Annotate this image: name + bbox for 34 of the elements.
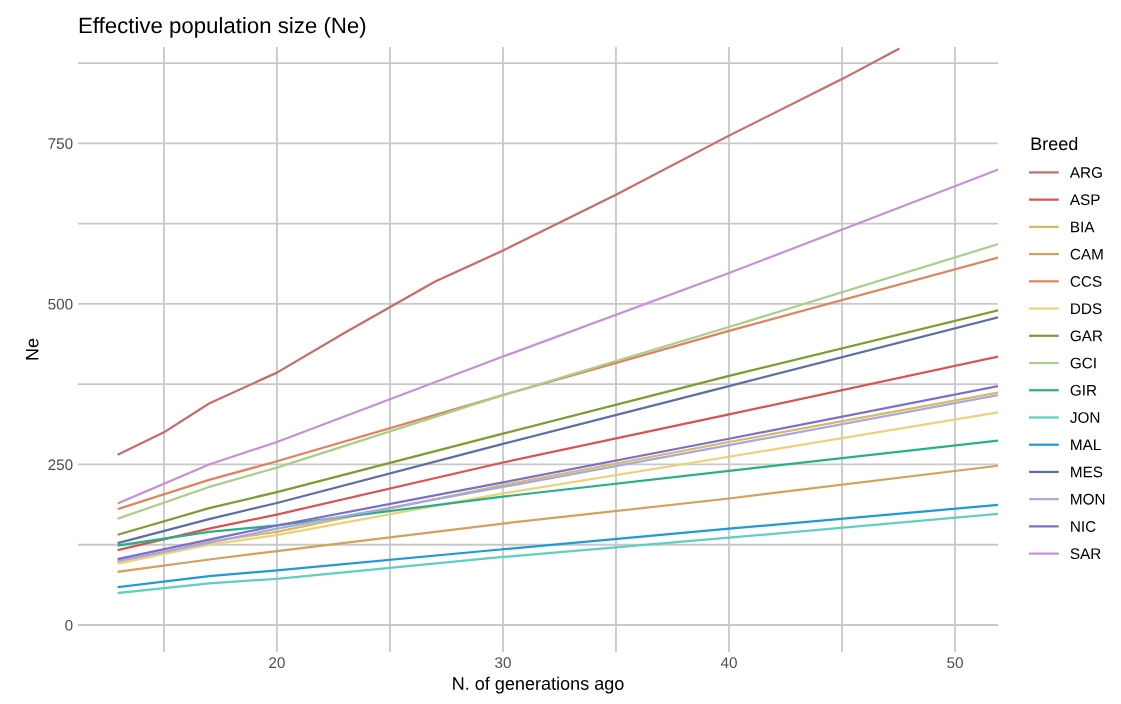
legend-label: JON <box>1070 412 1100 423</box>
x-tick-label: 20 <box>269 657 285 669</box>
legend-label: MES <box>1071 466 1103 478</box>
y-tick-label: 0 <box>65 619 73 631</box>
line-series <box>117 503 998 589</box>
x-axis-title: N. of generations ago <box>453 676 624 694</box>
legend-label: NIC <box>1071 521 1096 532</box>
line-series <box>117 512 998 595</box>
y-axis-title: Ne <box>25 338 39 360</box>
line-series <box>117 355 998 551</box>
legend-title: Breed <box>1031 136 1078 151</box>
legend-label: SAR <box>1070 548 1101 560</box>
legend-label: GCI <box>1070 357 1096 369</box>
legend-label: MON <box>1071 493 1105 505</box>
y-tick-label: 750 <box>48 138 73 150</box>
legend-label: GIR <box>1070 384 1097 396</box>
x-tick-label: 30 <box>495 657 511 669</box>
legend-label: ASP <box>1069 194 1100 206</box>
y-tick-label: 250 <box>48 459 73 471</box>
legend-label: MAL <box>1071 439 1101 451</box>
x-tick-label: 50 <box>947 657 963 669</box>
legend-label: CCS <box>1070 276 1102 287</box>
line-series <box>117 47 900 456</box>
legend-label: BIA <box>1071 221 1095 233</box>
legend-label: ARG <box>1069 167 1102 178</box>
x-tick-label: 40 <box>720 657 737 669</box>
line-series <box>117 439 998 547</box>
line-series <box>117 464 998 573</box>
legend-label: CAM <box>1070 248 1103 260</box>
chart-title: Effective population size (Ne) <box>79 17 366 38</box>
line-series <box>117 168 998 505</box>
legend-label: GAR <box>1070 330 1103 342</box>
legend-label: DDS <box>1071 303 1102 315</box>
y-tick-label: 500 <box>48 298 73 310</box>
